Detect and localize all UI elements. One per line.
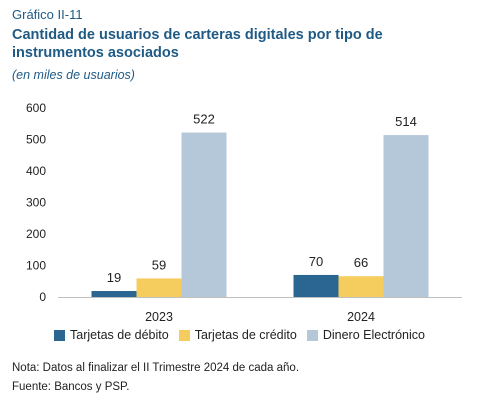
- note-text: Nota: Datos al finalizar el II Trimestre…: [12, 362, 300, 374]
- y-tick-label: 600: [26, 101, 46, 115]
- x-axis: 2023 2024: [58, 297, 462, 324]
- bars: [91, 132, 429, 297]
- legend-item: Dinero Electrónico: [306, 328, 425, 342]
- legend-label: Dinero Electrónico: [322, 328, 425, 342]
- bar: [383, 135, 429, 297]
- legend-item: Tarjetas de débito: [54, 328, 169, 342]
- legend-swatch: [54, 329, 65, 341]
- bar: [293, 274, 339, 297]
- y-tick-label: 400: [26, 164, 46, 178]
- bar: [181, 132, 227, 297]
- legend-label: Tarjetas de débito: [70, 328, 169, 342]
- bar: [91, 291, 137, 297]
- data-label: 70: [309, 254, 323, 269]
- data-label: 59: [152, 257, 166, 272]
- x-tick-label: 2023: [145, 310, 173, 324]
- legend: Tarjetas de débito Tarjetas de crédito Din…: [54, 328, 435, 342]
- x-tick-label: 2024: [347, 310, 375, 324]
- legend-item: Tarjetas de crédito: [178, 328, 297, 342]
- data-labels: 19 59 522 70 66 514: [107, 112, 417, 285]
- legend-swatch: [306, 329, 318, 341]
- y-tick-label: 500: [26, 133, 46, 147]
- data-label: 522: [193, 112, 215, 127]
- data-label: 66: [354, 255, 368, 270]
- y-axis: 0 100 200 300 400 500 600: [26, 101, 46, 304]
- y-tick-label: 100: [26, 259, 46, 273]
- chart-subtitle: (en miles de usuarios): [12, 68, 135, 82]
- y-tick-label: 200: [26, 227, 46, 241]
- chart-label: Gráfico II-11: [12, 7, 83, 22]
- legend-swatch: [178, 329, 190, 341]
- legend-label: Tarjetas de crédito: [194, 328, 297, 342]
- data-label: 19: [107, 270, 121, 285]
- bar: [136, 278, 182, 297]
- chart-title: Cantidad de usuarios de carteras digital…: [12, 27, 383, 61]
- source-text: Fuente: Bancos y PSP.: [12, 381, 130, 393]
- y-tick-label: 300: [26, 196, 46, 210]
- y-tick-label: 0: [39, 290, 46, 304]
- bar: [338, 276, 384, 297]
- data-label: 514: [395, 114, 417, 129]
